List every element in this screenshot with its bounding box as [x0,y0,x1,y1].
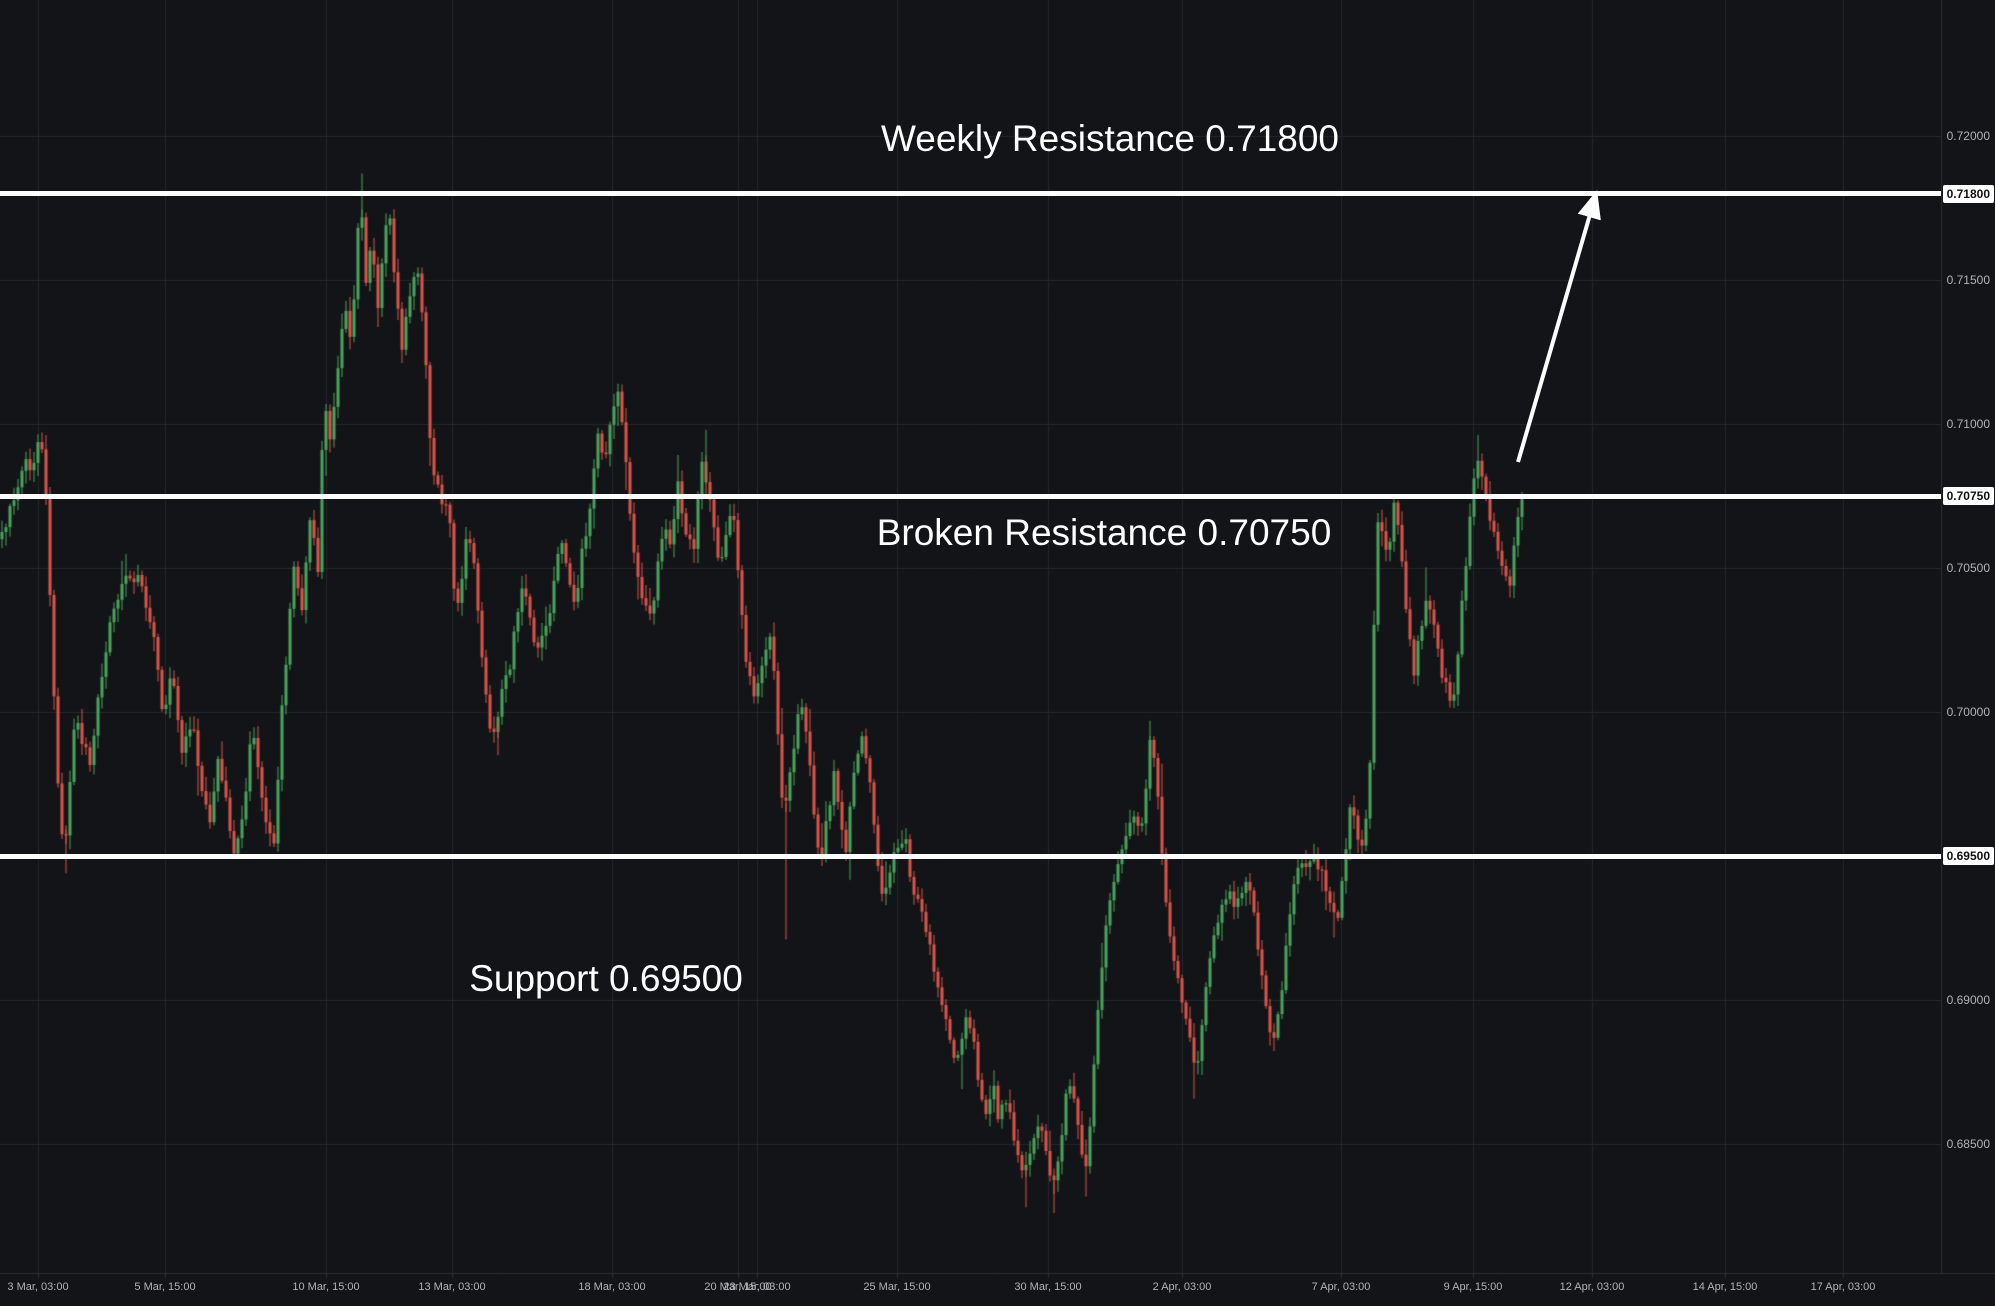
time-tick-label: 18 Mar, 03:00 [578,1281,646,1293]
price-tick-label: 0.70000 [1946,705,1990,719]
annotation-broken-resistance[interactable]: Broken Resistance 0.70750 [876,512,1332,553]
time-tick-label: 25 Mar, 15:00 [863,1281,931,1293]
time-tick-label: 14 Apr, 15:00 [1692,1281,1758,1293]
time-tick-label: 2 Apr, 03:00 [1152,1281,1212,1293]
weekly-resistance-price-tag: 0.71800 [1942,184,1994,203]
time-tick-label: 10 Mar, 15:00 [292,1281,360,1293]
time-tick-label: 17 Apr, 03:00 [1810,1281,1876,1293]
time-tick-label: 30 Mar, 15:00 [1014,1281,1082,1293]
time-tick-label: 7 Apr, 03:00 [1311,1281,1371,1293]
price-tick-label: 0.72000 [1946,129,1990,143]
price-tick-label: 0.71500 [1946,273,1990,287]
price-tick-label: 0.69000 [1946,993,1990,1007]
time-tick-label: 5 Mar, 15:00 [134,1281,196,1293]
annotation-support[interactable]: Support 0.69500 [469,958,743,999]
annotation-weekly-resistance[interactable]: Weekly Resistance 0.71800 [881,118,1339,159]
price-tick-label: 0.68500 [1946,1137,1990,1151]
support-price-tag: 0.69500 [1942,847,1994,865]
time-tick-label: 12 Apr, 03:00 [1559,1281,1625,1293]
time-tick-label: 23 Mar, 03:00 [723,1281,791,1293]
time-axis[interactable]: 3 Mar, 03:00 5 Mar, 15:00 10 Mar, 15:00 13 … [0,1273,1995,1306]
broken-resistance-price-tag: 0.70750 [1942,487,1994,505]
price-tick-label: 0.71000 [1946,417,1990,431]
time-tick-label: 13 Mar, 03:00 [418,1281,486,1293]
time-tick-label: 9 Apr, 15:00 [1443,1281,1503,1293]
time-tick-label: 3 Mar, 03:00 [7,1281,69,1293]
price-tick-label: 0.70500 [1946,561,1990,575]
time-tick-label: 20 Mar, 15:00 [704,1281,772,1293]
price-axis[interactable]: 0.71800 0.70750 0.69500 0.72000 0.71500 0.710… [1941,0,1995,1273]
